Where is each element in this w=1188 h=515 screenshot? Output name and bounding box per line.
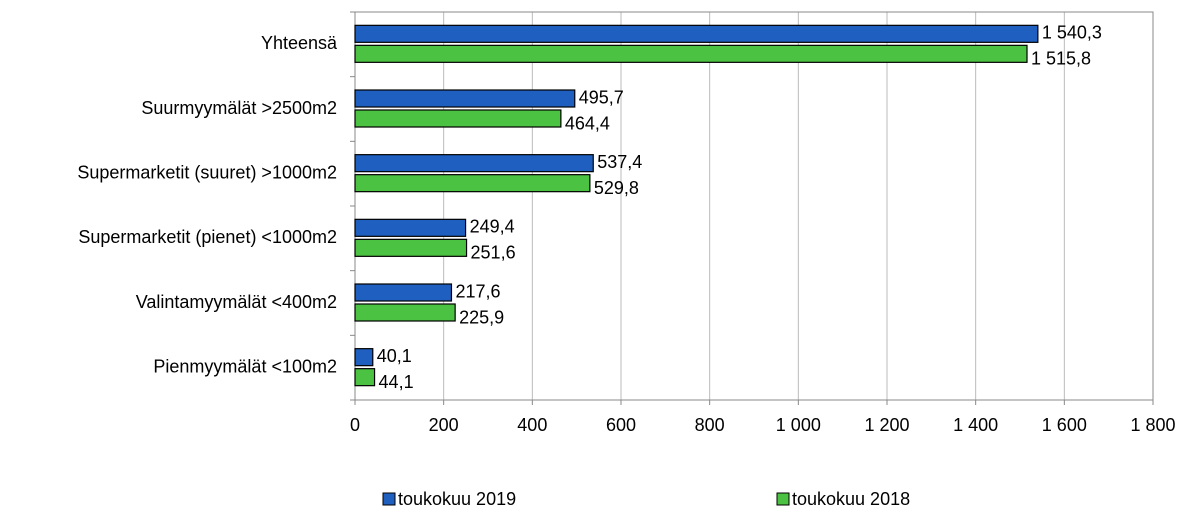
bar	[354, 303, 456, 322]
x-tick-label: 1 800	[1130, 415, 1175, 435]
bar	[354, 218, 467, 237]
bar	[354, 89, 576, 108]
bar	[354, 109, 562, 128]
data-label: 44,1	[379, 372, 414, 392]
y-tick-label: Pienmyymälät <100m2	[153, 356, 337, 376]
x-tick-label: 1 600	[1042, 415, 1087, 435]
data-label: 529,8	[594, 178, 639, 198]
legend-label: toukokuu 2018	[792, 489, 910, 509]
data-label: 495,7	[579, 87, 624, 107]
y-tick-label: Yhteensä	[261, 33, 338, 53]
bar	[354, 368, 376, 387]
bar	[354, 174, 591, 193]
y-tick-label: Supermarketit (pienet) <1000m2	[78, 227, 337, 247]
x-tick-label: 800	[695, 415, 725, 435]
y-tick-label: Suurmyymälät >2500m2	[141, 98, 337, 118]
bar	[354, 24, 1039, 43]
legend-label: toukokuu 2019	[398, 489, 516, 509]
bar	[354, 238, 468, 257]
data-label: 40,1	[377, 346, 412, 366]
legend-swatch	[382, 492, 396, 506]
x-tick-label: 0	[350, 415, 360, 435]
x-tick-label: 1 200	[864, 415, 909, 435]
data-label: 1 540,3	[1042, 23, 1102, 43]
data-label: 464,4	[565, 113, 610, 133]
plot-frame	[354, 11, 1154, 401]
y-tick-label: Valintamyymälät <400m2	[136, 292, 337, 312]
data-label: 251,6	[471, 243, 516, 263]
y-tick-label: Supermarketit (suuret) >1000m2	[77, 162, 337, 182]
data-label: 217,6	[455, 281, 500, 301]
bar	[354, 283, 453, 302]
x-tick-label: 400	[517, 415, 547, 435]
x-tick-label: 200	[429, 415, 459, 435]
data-label: 225,9	[459, 307, 504, 327]
bar	[354, 44, 1028, 63]
x-tick-label: 600	[606, 415, 636, 435]
legend-swatch	[776, 492, 790, 506]
data-label: 249,4	[470, 217, 515, 237]
data-label: 537,4	[597, 152, 642, 172]
bar	[354, 348, 374, 367]
data-label: 1 515,8	[1031, 49, 1091, 69]
x-tick-label: 1 000	[776, 415, 821, 435]
bar	[354, 154, 594, 173]
x-tick-label: 1 400	[953, 415, 998, 435]
